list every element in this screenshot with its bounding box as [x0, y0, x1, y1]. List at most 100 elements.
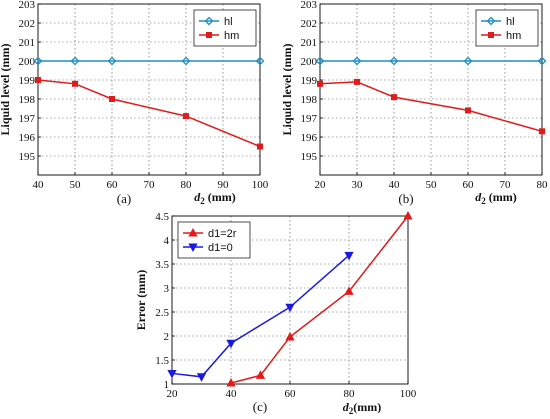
x-tick-label: 50 — [70, 179, 82, 191]
legend-label: hl — [224, 16, 233, 28]
data-point-hl — [389, 56, 399, 66]
legend-label: hl — [506, 16, 515, 28]
chart-3: 20 40 60 80 100 1 1.5 2 2.5 3 3.5 4 4.5 Error (mm) d2(… — [134, 210, 417, 416]
legend: d1=2r d1=0 — [177, 221, 251, 259]
data-point-d1=0 — [226, 339, 236, 349]
data-point-hm — [109, 96, 115, 102]
data-point-hl — [255, 56, 265, 66]
data-point-d1=2r — [344, 286, 354, 295]
data-point-d1=0 — [196, 373, 207, 382]
legend-marker — [188, 227, 198, 237]
y-tick-label: 196 — [301, 132, 318, 144]
legend-box — [177, 221, 251, 259]
legend: hl hm — [475, 9, 539, 47]
x-tick-label: 80 — [181, 179, 193, 191]
data-point-hl — [537, 56, 547, 66]
y-tick-label: 199 — [19, 75, 36, 87]
x-tick-label: 80 — [537, 179, 549, 191]
x-tick-label: 70 — [500, 179, 512, 191]
y-axis-label: Liquid level (mm) — [0, 43, 12, 135]
y-tick-label: 199 — [301, 75, 318, 87]
y-tick-label: 203 — [301, 0, 318, 11]
y-tick-label: 3 — [164, 283, 170, 295]
x-axis-label: d2(mm) — [343, 400, 381, 416]
data-point-d1=2r — [403, 210, 413, 220]
panel-caption: (c) — [253, 399, 267, 414]
chart-1: 40 50 60 70 80 90 100 195 196 197 198 199 200 201 202 2… — [0, 0, 269, 206]
data-point-d1=2r — [255, 370, 266, 379]
data-point-hm — [391, 94, 397, 101]
x-tick-label: 40 — [33, 179, 45, 191]
x-tick-label: 100 — [400, 388, 417, 400]
y-tick-label: 202 — [19, 18, 36, 30]
data-point-hm — [465, 107, 471, 114]
legend-box — [475, 9, 539, 47]
data-point-hl — [181, 56, 191, 66]
y-axis-label: Liquid level (mm) — [280, 43, 294, 135]
data-point-d1=0 — [167, 369, 177, 379]
data-point-hm — [539, 128, 545, 135]
legend-label: d1=2r — [208, 228, 237, 240]
x-tick-label: 40 — [389, 179, 401, 191]
x-tick-label: 20 — [167, 388, 179, 400]
y-tick-label: 1.5 — [155, 355, 169, 367]
y-tick-label: 203 — [19, 0, 36, 11]
y-tick-label: 200 — [301, 56, 318, 68]
y-tick-label: 202 — [301, 18, 318, 30]
x-tick-label: 60 — [285, 388, 297, 400]
x-tick-label: 40 — [226, 388, 238, 400]
x-tick-label: 60 — [463, 179, 475, 191]
data-point-hm — [354, 78, 360, 85]
y-tick-label: 2 — [164, 331, 170, 343]
data-point-hm — [35, 77, 41, 83]
x-tick-label: 70 — [144, 179, 156, 191]
x-axis-label: d2 (mm) — [475, 190, 516, 206]
y-tick-label: 4.5 — [155, 211, 169, 223]
legend-marker — [206, 32, 212, 38]
data-point-hl — [315, 56, 325, 66]
legend-label: hm — [506, 30, 521, 42]
legend-box — [193, 9, 257, 47]
y-tick-label: 201 — [19, 37, 36, 49]
legend-label: hm — [224, 30, 239, 42]
x-tick-label: 100 — [252, 179, 269, 191]
panel-caption: (a) — [117, 191, 131, 206]
legend-label: d1=0 — [208, 242, 233, 254]
y-tick-label: 200 — [19, 56, 36, 68]
data-point-hm — [72, 80, 78, 87]
data-point-hl — [70, 56, 80, 66]
data-point-hl — [463, 56, 473, 66]
x-tick-label: 90 — [218, 179, 230, 191]
y-tick-label: 2.5 — [155, 307, 169, 319]
x-tick-label: 30 — [352, 179, 364, 191]
chart-2: 20 30 40 50 60 70 80 195 196 197 198 199 200 201 202 20… — [280, 0, 548, 206]
y-tick-label: 201 — [301, 37, 318, 49]
y-tick-label: 4 — [164, 235, 170, 247]
data-point-hl — [33, 56, 43, 66]
legend-marker — [486, 16, 496, 26]
data-point-hm — [183, 113, 189, 120]
y-tick-label: 1 — [164, 379, 170, 391]
x-tick-label: 60 — [107, 179, 119, 191]
panel-caption: (b) — [398, 191, 413, 206]
data-point-hm — [317, 80, 323, 87]
x-tick-label: 20 — [315, 179, 327, 191]
x-tick-label: 50 — [426, 179, 438, 191]
y-tick-label: 198 — [19, 94, 36, 106]
legend-marker — [204, 16, 214, 26]
x-tick-label: 80 — [344, 388, 356, 400]
y-tick-label: 195 — [301, 151, 318, 163]
y-tick-label: 197 — [301, 113, 318, 125]
data-point-d1=0 — [344, 251, 354, 261]
y-tick-label: 198 — [301, 94, 318, 106]
y-tick-label: 195 — [19, 151, 36, 163]
legend: hl hm — [193, 9, 257, 47]
data-point-hl — [107, 56, 117, 66]
data-point-d1=2r — [285, 331, 295, 341]
y-axis-label: Error (mm) — [134, 270, 148, 331]
y-tick-label: 3.5 — [155, 259, 169, 271]
data-point-hm — [257, 143, 263, 150]
legend-marker — [488, 32, 494, 38]
data-point-d1=2r — [226, 377, 236, 387]
